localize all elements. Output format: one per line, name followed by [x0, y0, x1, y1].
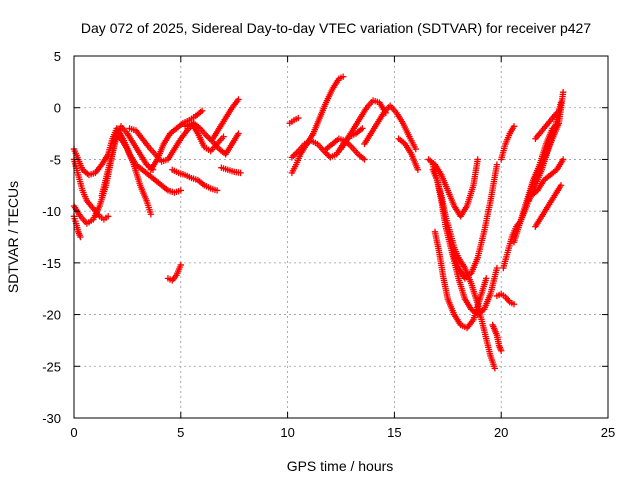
y-tick-label: -25 — [42, 359, 61, 374]
series-s19 — [361, 102, 419, 153]
series-s04 — [70, 156, 112, 223]
data-point — [557, 182, 565, 189]
data-point — [235, 96, 242, 103]
x-tick-label: 0 — [70, 425, 77, 440]
y-tick-label: 0 — [54, 101, 61, 116]
data-point — [414, 166, 422, 173]
series-s34 — [532, 109, 560, 142]
series-s21 — [425, 156, 481, 220]
data-point — [104, 213, 112, 220]
data-point — [557, 99, 565, 106]
data-points — [70, 73, 567, 372]
data-point — [177, 261, 184, 269]
data-point — [553, 109, 560, 117]
data-point — [412, 145, 419, 153]
data-point — [498, 347, 505, 354]
data-point — [493, 161, 501, 168]
series-s13 — [218, 164, 244, 177]
data-point — [361, 156, 368, 163]
series-s06 — [126, 120, 197, 165]
series-s11 — [190, 120, 242, 158]
data-point — [147, 211, 155, 218]
data-point — [77, 233, 84, 241]
x-tick-label: 10 — [280, 425, 294, 440]
series-s15 — [286, 114, 302, 127]
series-s29 — [498, 123, 518, 163]
series-s14 — [288, 73, 347, 177]
series-s02 — [70, 213, 84, 241]
series-s32 — [532, 182, 565, 230]
data-point — [339, 73, 347, 80]
data-point — [474, 156, 481, 163]
axis-ticks: 0 5 10 15 20 25 5 0 -5 -10 -15 -20 -25 -30 — [42, 49, 615, 440]
series-s10 — [169, 166, 221, 194]
x-tick-label: 25 — [601, 425, 615, 440]
series-s08 — [164, 261, 184, 284]
series-s18 — [337, 97, 390, 153]
data-point — [359, 125, 366, 132]
data-point — [213, 187, 221, 194]
y-tick-label: -20 — [42, 308, 61, 323]
series-s25 — [448, 161, 501, 282]
y-axis-label: SDTVAR / TECUs — [5, 181, 21, 293]
y-tick-label: -30 — [42, 411, 61, 426]
series-s26 — [493, 290, 518, 308]
series-s12 — [209, 96, 242, 142]
x-tick-label: 20 — [494, 425, 508, 440]
data-point — [559, 156, 567, 163]
data-point — [491, 365, 498, 372]
x-tick-label: 15 — [387, 425, 401, 440]
data-point — [559, 89, 567, 96]
data-point — [237, 169, 244, 177]
data-point — [235, 130, 242, 137]
data-point — [493, 264, 501, 272]
data-point — [483, 275, 490, 282]
data-point — [198, 107, 206, 115]
y-tick-label: -5 — [49, 152, 61, 167]
x-axis-label: GPS time / hours — [287, 458, 394, 474]
data-point — [295, 114, 302, 122]
chart-title: Day 072 of 2025, Sidereal Day-to-day VTE… — [81, 20, 591, 36]
series-s23 — [429, 161, 501, 318]
series-s24 — [431, 228, 490, 332]
series-s05 — [98, 123, 157, 199]
series-s03 — [70, 125, 184, 196]
data-point — [510, 301, 518, 308]
y-tick-label: -15 — [42, 256, 61, 271]
series-s20 — [395, 135, 422, 173]
plot-frame — [73, 55, 609, 419]
data-point — [177, 187, 184, 194]
series-s27 — [489, 321, 505, 354]
y-tick-label: 5 — [54, 49, 61, 64]
x-tick-label: 5 — [177, 425, 184, 440]
series-s33 — [527, 156, 567, 199]
grid — [74, 56, 608, 418]
y-tick-label: -10 — [42, 204, 61, 219]
data-point — [510, 123, 518, 130]
data-point — [220, 133, 227, 140]
